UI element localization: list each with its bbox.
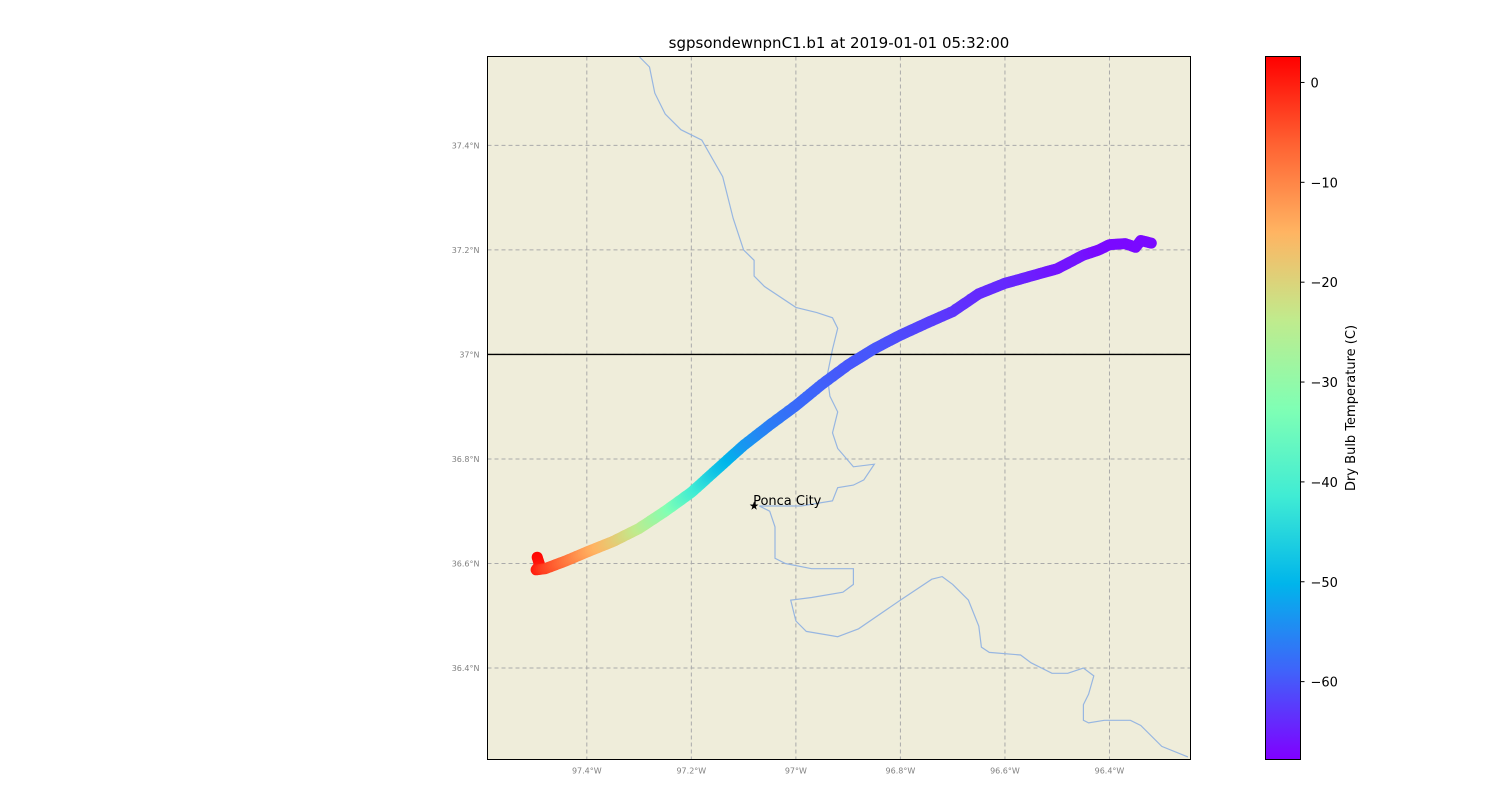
x-tick-label: 97°W — [785, 767, 807, 776]
x-tick-label: 96.4°W — [1095, 767, 1125, 776]
colorbar-ticks: 0 −10 −20 −30 −40 −50 −60 — [1300, 76, 1338, 691]
x-tick-label: 97.2°W — [676, 767, 706, 776]
city-label: Ponca City — [753, 494, 822, 509]
colorbar-label: Dry Bulb Temperature (C) — [1344, 325, 1359, 491]
sonde-track — [530, 235, 1157, 576]
colorbar-tick-label: −40 — [1311, 476, 1338, 491]
x-tick-label: 96.8°W — [886, 767, 916, 776]
colorbar-tick-label: −60 — [1311, 676, 1338, 691]
y-tick-label: 37.4°N — [452, 141, 480, 150]
map-frame — [487, 56, 1191, 760]
track-point — [1145, 237, 1157, 249]
chart-title: sgpsondewnpnC1.b1 at 2019-01-01 05:32:00 — [669, 34, 1010, 52]
y-tick-labels: 37.4°N 37.2°N 37°N 36.8°N 36.6°N 36.4°N — [452, 141, 480, 673]
y-tick-label: 36.8°N — [452, 455, 480, 464]
y-tick-label: 36.4°N — [452, 664, 480, 673]
x-tick-labels: 97.4°W 97.2°W 97°W 96.8°W 96.6°W 96.4°W — [572, 767, 1124, 776]
colorbar-tick-label: −50 — [1311, 576, 1338, 591]
colorbar — [1265, 56, 1301, 760]
city-star-icon — [749, 501, 759, 510]
colorbar-tick-label: −20 — [1311, 276, 1338, 291]
river-line — [638, 56, 1189, 758]
y-tick-label: 37°N — [459, 350, 479, 359]
x-tick-label: 97.4°W — [572, 767, 602, 776]
city-marker: Ponca City — [749, 494, 822, 510]
colorbar-tick-label: 0 — [1311, 76, 1319, 91]
y-tick-label: 37.2°N — [452, 246, 480, 255]
y-tick-label: 36.6°N — [452, 559, 480, 568]
colorbar-tick-label: −10 — [1311, 176, 1338, 191]
colorbar-tick-label: −30 — [1311, 376, 1338, 391]
map-background — [487, 56, 1191, 760]
x-tick-label: 96.6°W — [990, 767, 1020, 776]
